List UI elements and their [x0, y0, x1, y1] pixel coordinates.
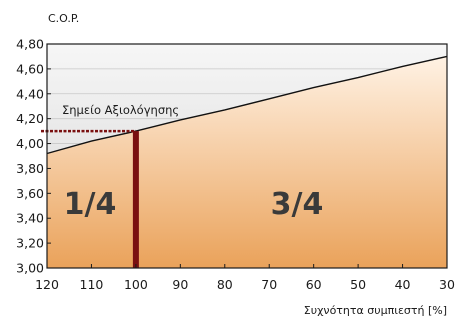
y-tick-labels: 3,00 3,20 3,40 3,60 3,80 4,00 4,20 4,40 4,60 4,80 — [16, 37, 51, 276]
region-label-quarter: 1/4 — [64, 187, 117, 222]
y-tick-label: 3,20 — [16, 236, 44, 251]
y-tick-label: 4,00 — [16, 136, 44, 151]
cop-line — [46, 55, 448, 155]
x-tick-labels: 120 110 100 90 80 70 60 50 40 30 — [35, 264, 455, 292]
x-tick-label: 90 — [172, 277, 188, 292]
y-tick-label: 4,40 — [16, 86, 44, 101]
x-tick-label: 120 — [35, 277, 59, 292]
rating-point-vertical-marker — [132, 131, 139, 268]
y-tick-label: 3,60 — [16, 186, 44, 201]
x-axis-title: Συχνότητα συμπιεστή [%] — [304, 304, 447, 317]
y-tick-label: 4,20 — [16, 111, 44, 126]
x-tick-label: 80 — [217, 277, 233, 292]
y-axis-title: C.O.P. — [48, 12, 79, 25]
region-label-three-quarters: 3/4 — [271, 187, 324, 222]
rating-point-label: Σημείο Αξιολόγησης — [62, 103, 179, 117]
x-tick-label: 30 — [439, 277, 455, 292]
area-under-curve — [47, 56, 447, 268]
x-tick-label: 60 — [306, 277, 322, 292]
y-tick-label: 4,80 — [16, 37, 44, 52]
y-tick-label: 4,60 — [16, 61, 44, 76]
y-tick-label: 3,80 — [16, 161, 44, 176]
x-tick-label: 70 — [261, 277, 277, 292]
x-tick-label: 40 — [395, 277, 411, 292]
y-tick-label: 3,00 — [16, 261, 44, 276]
plot-frame — [46, 43, 448, 269]
x-tick-label: 110 — [80, 277, 104, 292]
x-tick-label: 100 — [124, 277, 148, 292]
x-tick-label: 50 — [350, 277, 366, 292]
y-tick-label: 3,40 — [16, 211, 44, 226]
